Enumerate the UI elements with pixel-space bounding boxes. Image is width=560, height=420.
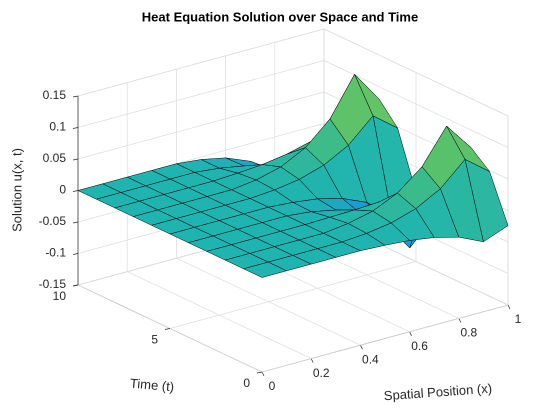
x-tick-label: 0.2 [313, 366, 330, 380]
surface-cell [243, 261, 287, 278]
grid-line [77, 91, 325, 160]
tick-mark [72, 158, 79, 161]
tick-mark [72, 190, 79, 192]
z-tick-label: 0.1 [49, 120, 66, 134]
tick-mark [360, 345, 363, 350]
surface [77, 74, 509, 278]
chart-title: Heat Equation Solution over Space and Ti… [142, 9, 418, 24]
tick-mark [72, 221, 79, 224]
tick-mark [72, 284, 79, 287]
x-tick-label: 1 [515, 312, 522, 326]
grid-line [323, 28, 509, 117]
x-tick-label: 0.6 [411, 339, 428, 353]
tick-mark [72, 253, 79, 255]
tick-mark [409, 331, 412, 336]
z-tick-label: 0 [59, 183, 66, 197]
y-axis-label: Time (t) [129, 376, 174, 395]
tick-mark [310, 358, 314, 363]
y-tick-label: 10 [53, 289, 67, 303]
grid-line [169, 261, 417, 329]
grid-line [261, 304, 509, 373]
y-tick-label: 5 [151, 333, 158, 347]
z-tick-label: -0.05 [39, 214, 67, 228]
z-tick-label: -0.15 [39, 277, 67, 291]
labels: 00.20.40.60.810510-0.15-0.1-0.0500.050.1… [39, 88, 522, 393]
tick-mark [256, 371, 263, 374]
x-tick-label: 0.8 [460, 326, 477, 340]
grid-line [77, 28, 325, 97]
z-axis-label: Solution u(x, t) [9, 148, 24, 232]
tick-mark [458, 318, 462, 323]
x-tick-label: 0.4 [362, 352, 379, 366]
tick-mark [261, 371, 265, 377]
z-tick-label: 0.15 [43, 88, 67, 102]
x-tick-label: 0 [269, 379, 276, 393]
z-tick-label: -0.1 [45, 246, 66, 260]
y-tick-label: 0 [243, 376, 250, 390]
tick-mark [72, 127, 79, 129]
z-tick-label: 0.05 [43, 151, 67, 165]
tick-mark [72, 95, 79, 98]
grid-line [77, 60, 325, 128]
tick-mark [507, 304, 511, 310]
tick-mark [164, 328, 171, 330]
